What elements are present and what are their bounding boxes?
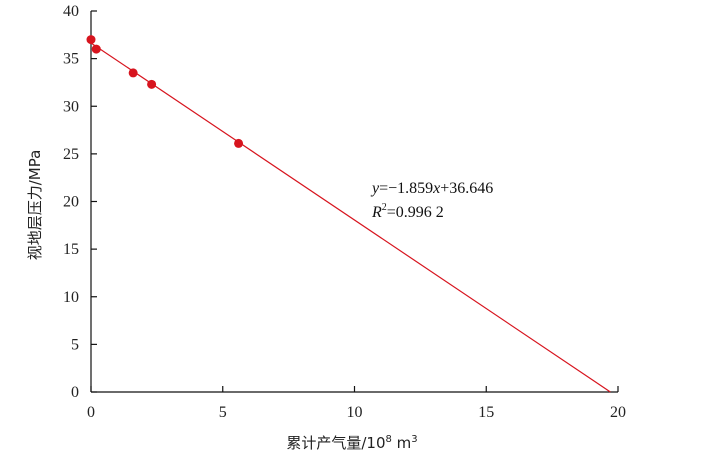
x-axis-title-main: 累计产气量/10 [286, 434, 385, 452]
x-tick-label: 5 [219, 404, 227, 421]
equation-intercept: +36.646 [440, 180, 493, 197]
data-point [147, 79, 157, 89]
data-point [86, 35, 96, 45]
axes [90, 11, 618, 393]
fit-line [90, 42, 611, 393]
x-axis-title-unit: m [392, 434, 411, 452]
y-tick-label: 0 [71, 384, 79, 401]
x-tick-label: 15 [478, 404, 494, 421]
y-axis-title: 视地层压力/MPa [26, 150, 44, 261]
x-axis-title-exp: 8 [386, 434, 392, 445]
x-axis-title-unit-exp: 3 [411, 434, 417, 445]
y-tick-label: 25 [63, 146, 79, 163]
regression-equation: y=−1.859x+36.646 [370, 180, 493, 197]
data-point [91, 44, 101, 54]
y-tick-label: 20 [63, 194, 79, 211]
x-axis-title: 累计产气量/108 m3 [286, 434, 417, 452]
y-tick-label: 5 [71, 336, 79, 353]
y-tick-label: 30 [63, 98, 79, 115]
r-squared-var: R [371, 204, 382, 221]
x-tick-label: 10 [347, 404, 363, 421]
r-squared-exp: 2 [382, 202, 387, 213]
y-tick-label: 15 [63, 241, 79, 258]
data-points [86, 35, 244, 148]
data-point [128, 68, 138, 78]
equation-y-var: y [370, 180, 380, 197]
x-tick-label: 20 [610, 404, 626, 421]
r-squared: R2=0.996 2 [371, 202, 444, 221]
fit-line-group [90, 42, 611, 393]
x-axis-ticks: 0 5 10 15 20 [87, 386, 626, 421]
data-point [234, 138, 244, 148]
y-tick-label: 10 [63, 289, 79, 306]
equation-x-var: x [432, 180, 440, 197]
y-tick-label: 40 [63, 3, 79, 20]
x-tick-label: 0 [87, 404, 95, 421]
y-axis-ticks: 0 5 10 15 20 25 30 35 40 [63, 3, 97, 401]
r-squared-value: =0.996 2 [387, 204, 444, 221]
y-tick-label: 35 [63, 51, 79, 68]
equation-slope: =−1.859 [379, 180, 433, 197]
